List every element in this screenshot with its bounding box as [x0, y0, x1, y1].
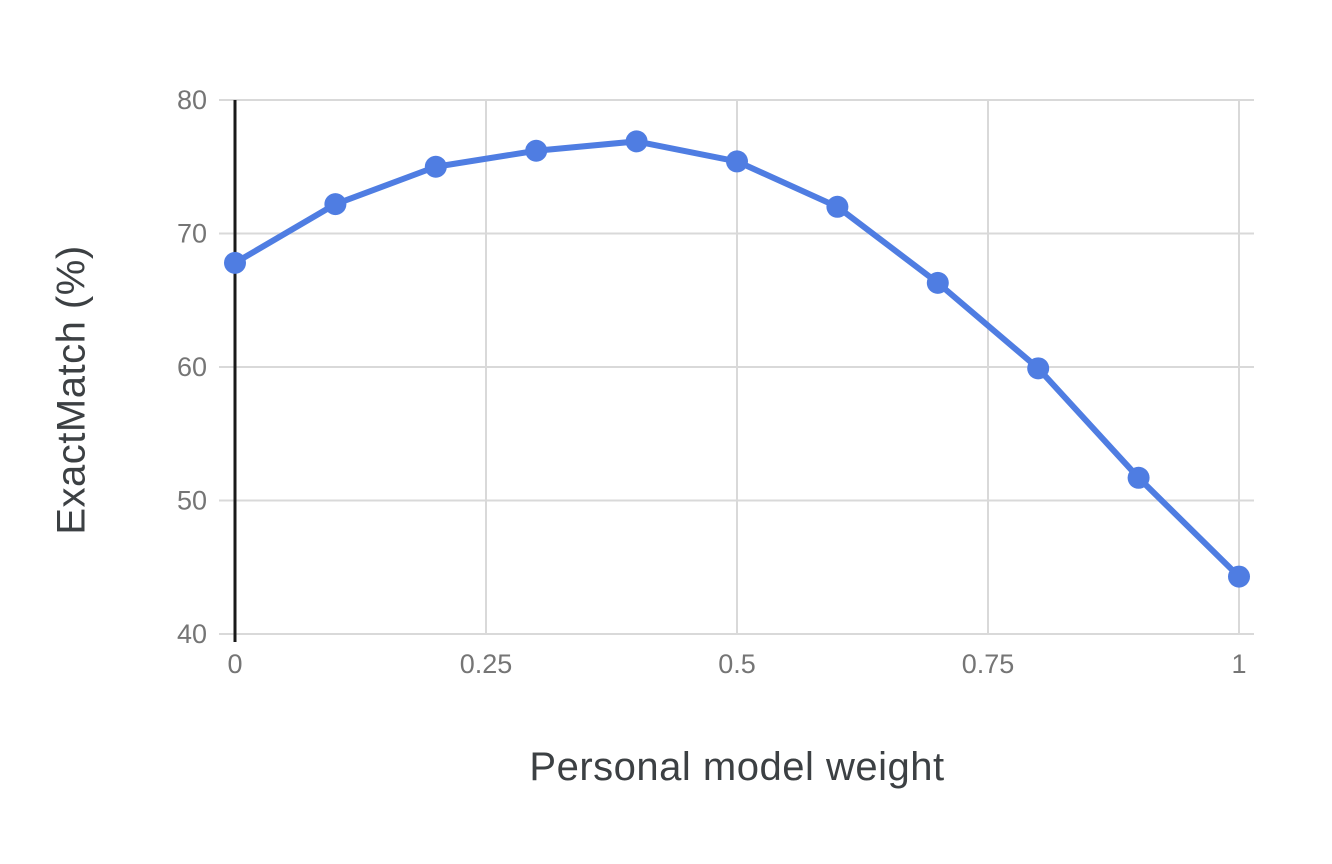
data-point — [1027, 357, 1050, 380]
x-axis-tick-label: 0.5 — [718, 649, 756, 679]
data-point — [826, 195, 849, 218]
x-axis-tick-label: 0 — [227, 649, 242, 679]
x-axis-title: Personal model weight — [529, 745, 945, 789]
x-axis-tick-label: 1 — [1231, 649, 1246, 679]
x-axis-tick-label: 0.25 — [460, 649, 513, 679]
data-point — [424, 155, 447, 178]
data-point — [1127, 466, 1150, 489]
data-point — [926, 271, 949, 294]
data-point — [1228, 565, 1250, 588]
data-point — [224, 251, 246, 274]
y-axis-tick-label: 80 — [177, 85, 207, 115]
y-axis-title: ExactMatch (%) — [49, 245, 94, 535]
y-axis-tick-label: 40 — [177, 619, 207, 649]
y-axis-tick-label: 50 — [177, 486, 207, 516]
x-axis-tick-label: 0.75 — [962, 649, 1015, 679]
y-axis-tick-label: 60 — [177, 352, 207, 382]
data-point — [324, 193, 347, 216]
y-axis-tick-label: 70 — [177, 219, 207, 249]
data-point — [625, 130, 648, 153]
data-point — [525, 139, 548, 162]
data-point — [726, 150, 748, 173]
